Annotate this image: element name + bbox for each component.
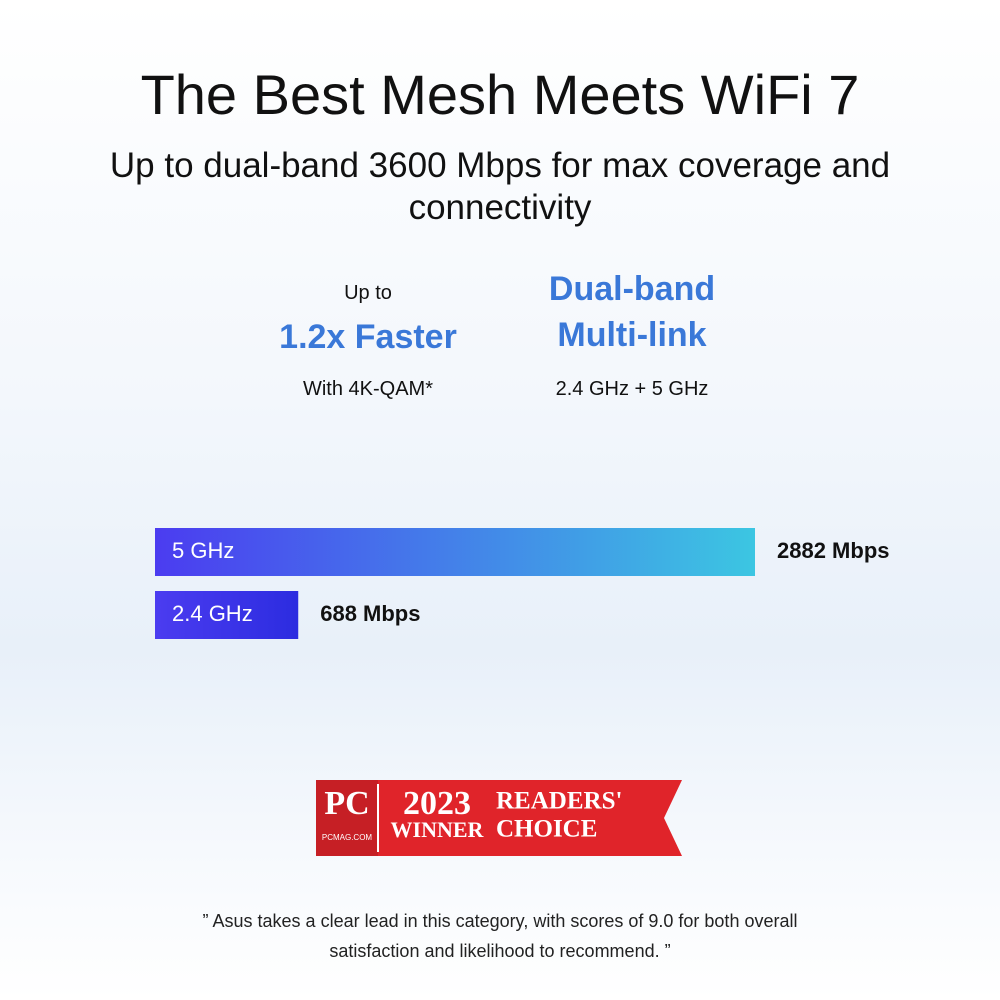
subtitle: Up to dual-band 3600 Mbps for max covera… <box>109 146 891 227</box>
badge-site: PCMAG.COM <box>322 833 373 842</box>
feature-headline: Multi-link <box>557 316 707 354</box>
bar <box>155 528 755 576</box>
feature-lead: Up to <box>344 282 392 304</box>
badge-award: READERS' <box>496 788 622 815</box>
bar-value-label: 2882 Mbps <box>777 538 890 563</box>
badge-year: 2023 <box>403 785 471 822</box>
bar-category-label: 2.4 GHz <box>172 601 253 626</box>
quote: ” Asus takes a clear lead in this catego… <box>202 911 798 961</box>
badge: PC PCMAG.COM 2023 WINNER READERS' CHOICE <box>316 780 682 856</box>
feature-headline: Dual-band <box>548 270 716 308</box>
bar <box>155 591 299 639</box>
badge-logo-box <box>316 780 378 856</box>
badge-banner <box>378 780 682 856</box>
bar-value-label: 688 Mbps <box>320 601 420 626</box>
badge-brand: PC <box>324 785 369 822</box>
feature-headline: 1.2x Faster <box>279 318 457 356</box>
badge-status: WINNER <box>391 817 485 842</box>
feature-note: With 4K-QAM* <box>302 378 434 400</box>
bar-category-label: 5 GHz <box>172 538 234 563</box>
title: The Best Mesh Meets WiFi 7 <box>140 63 860 126</box>
feature-note: 2.4 GHz + 5 GHz <box>555 378 709 400</box>
badge-award: CHOICE <box>496 816 597 843</box>
